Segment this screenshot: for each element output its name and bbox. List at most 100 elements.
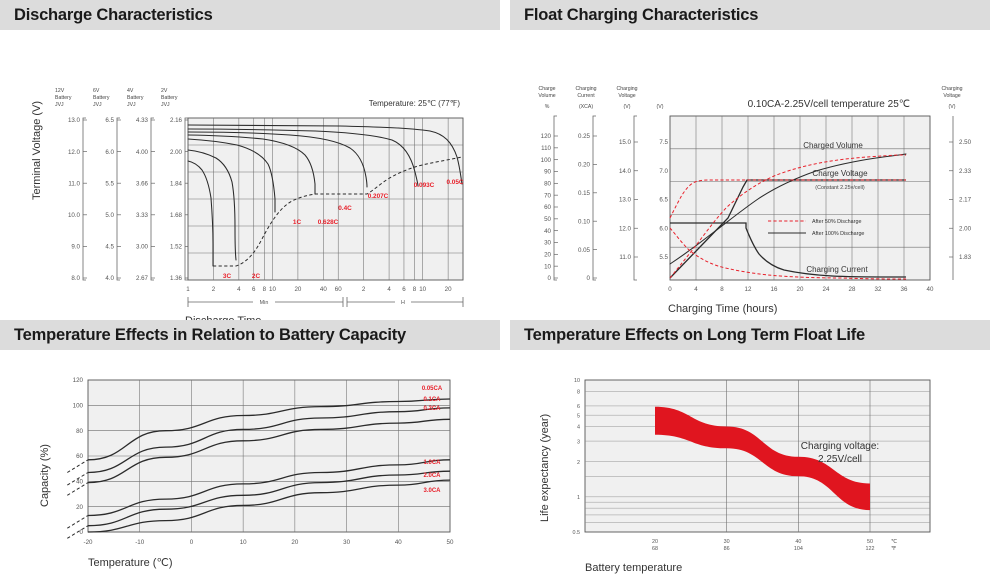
x-tick-label-c-1: 30 <box>724 539 730 545</box>
temperature-annotation: Temperature: 25℃ (77℉) <box>369 99 461 108</box>
x-tick-label-9: 36 <box>901 286 908 293</box>
y-axis-0-header-line-0: Charge <box>538 86 555 92</box>
x-tick-label-c-0: 20 <box>652 539 658 545</box>
y-tick-label-0-3: 90 <box>544 169 551 176</box>
x-axis-title: Battery temperature <box>585 562 682 574</box>
y-tick-label-0: 120 <box>73 377 84 384</box>
capacity-curve-leadin-0.2CA <box>67 482 89 496</box>
panel-title: Temperature Effects in Relation to Batte… <box>14 325 407 344</box>
x-tick-label-11: 6 <box>402 286 406 293</box>
float-plot-labels: Charged Volume Charge Voltage (Constant … <box>803 141 868 274</box>
x-tick-label-3: 12 <box>745 286 752 293</box>
y-axis-0-header-line-1: Volume <box>538 93 555 99</box>
y-tick-label-6: 2 <box>577 460 580 466</box>
y-axis-0-header-line-2: JVJ <box>55 102 64 108</box>
y-axis-0-unit: % <box>545 104 550 110</box>
float-curves-red <box>669 154 906 280</box>
right-tick-label-3: 2.00 <box>959 225 972 232</box>
plot-gridlines <box>670 116 930 280</box>
discharge-curve-labels: 3C 2C 1C 0.628C 0.4C 0.207C 0.093C 0.05C <box>223 179 464 280</box>
x-tick-label-6: 40 <box>395 539 402 546</box>
panel-title: Float Charging Characteristics <box>524 5 759 24</box>
y-axis-2-header-line-0: Charging <box>616 86 637 92</box>
y-tick-label-3-2: 1.84 <box>170 180 183 187</box>
x-tick-label-8: 60 <box>335 286 342 293</box>
x-tick-label-10: 40 <box>927 286 934 293</box>
label-charging-current: Charging Current <box>806 265 868 274</box>
curve-label-04c: 0.4C <box>338 205 352 212</box>
y-tick-label-0-9: 30 <box>544 240 551 247</box>
float-annotation: 0.10CA-2.25V/cell temperature 25℃ <box>748 99 910 110</box>
y-tick-label-6: 0 <box>80 529 84 536</box>
y-axis-2-header-line-1: Voltage <box>618 93 635 99</box>
legend-label-100-discharge: After 100% Discharge <box>812 231 864 237</box>
y-axis-2-header-line-0: 4V <box>127 88 134 94</box>
y-tick-label-0-11: 10 <box>544 263 551 270</box>
y-tick-label-5: 3 <box>577 439 580 445</box>
curve-label-005c: 0.05C <box>446 179 463 186</box>
right-axis-header-line-1: Voltage <box>943 93 960 99</box>
section-header-life: Temperature Effects on Long Term Float L… <box>510 320 990 350</box>
chart-float-charging: Charge Volume % Charging Current (XCA) C… <box>510 32 1000 315</box>
y-tick-label-1-3: 5.0 <box>105 212 114 219</box>
y-tick-label-3-3: 1.68 <box>170 212 183 219</box>
x-tick-label-0: -20 <box>84 539 94 546</box>
capacity-curve-leadin-2.0CA <box>67 525 89 539</box>
x-tick-label-f-0: 68 <box>652 546 658 552</box>
y-tick-label-1: 8 <box>577 390 580 396</box>
y-tick-label-3-0: 7.5 <box>659 139 668 146</box>
x-tick-label-1: 4 <box>694 286 698 293</box>
x-range-label-hour: H <box>401 300 405 306</box>
capacity-curve-leadin-1.0CA <box>67 515 89 529</box>
x-tick-label-1: 2 <box>212 286 216 293</box>
plot-gridlines <box>188 118 463 280</box>
x-tick-label-13: 10 <box>419 286 426 293</box>
x-tick-label-7: 28 <box>849 286 856 293</box>
y-axis-headers: Charge Volume % Charging Current (XCA) C… <box>538 86 962 110</box>
y-axis-1-header-line-0: Charging <box>575 86 596 92</box>
right-tick-label-2: 2.17 <box>959 197 972 204</box>
y-axis-headers: 12V Battery JVJ 6V Battery JVJ 4V Batter… <box>55 88 178 108</box>
discharge-envelope <box>213 156 463 267</box>
curve-label-1c: 1C <box>293 219 302 226</box>
label-charge-voltage-note: (Constant 2.25v/cell) <box>815 185 865 191</box>
y-tick-label-8: 0.5 <box>573 530 581 536</box>
y-tick-label-4: 4 <box>577 425 580 431</box>
capacity-curve-label-3.0CA: 3.0CA <box>423 488 441 494</box>
x-tick-label-0: 1 <box>186 286 190 293</box>
y-tick-label-0-1: 110 <box>541 145 551 152</box>
x-tick-label-14: 20 <box>445 286 452 293</box>
capacity-curve-label-2.0CA: 2.0CA <box>423 473 441 479</box>
x-tick-label-f-1: 86 <box>724 546 730 552</box>
section-header-float: Float Charging Characteristics <box>510 0 990 30</box>
y-tick-label-2: 80 <box>76 428 83 435</box>
y-tick-label-3-4: 5.5 <box>659 254 668 261</box>
y-tick-label-2-4: 3.00 <box>136 244 149 251</box>
y-tick-label-3-3: 6.0 <box>659 225 668 232</box>
x-tick-label-9: 2 <box>362 286 366 293</box>
y-tick-label-1-4: 4.5 <box>105 244 114 251</box>
y-tick-label-0-4: 80 <box>544 181 551 188</box>
x-tick-label-3: 6 <box>252 286 256 293</box>
y-tick-label-1-5: 4.0 <box>105 275 114 282</box>
y-axis-0-header-line-0: 12V <box>55 88 65 94</box>
x-tick-label-5: 30 <box>343 539 350 546</box>
annotation-line-0: Charging voltage: <box>801 441 879 452</box>
y-axis-1-unit: (XCA) <box>579 104 593 110</box>
capacity-curve-label-0.1CA: 0.1CA <box>423 397 441 403</box>
y-axis-title: Life expectancy (year) <box>539 414 551 522</box>
y-tick-label-3-2: 6.5 <box>659 197 668 204</box>
y-tick-label-2-4: 11.0 <box>619 254 631 261</box>
x-tick-label-4: 8 <box>263 286 267 293</box>
panel-float-life: Temperature Effects on Long Term Float L… <box>510 320 1000 582</box>
y-tick-label-0-12: 0 <box>548 275 552 282</box>
y-tick-label-1-2: 0.15 <box>578 190 591 197</box>
legend-label-50-discharge: After 50% Discharge <box>812 219 861 225</box>
y-tick-label-3-1: 2.00 <box>170 149 183 156</box>
capacity-curve-labels: 0.05CA 0.1CA 0.2CA 1.0CA 2.0CA 3.0CA <box>422 386 443 494</box>
y-axis-2-header-line-1: Battery <box>127 95 144 101</box>
y-tick-label-0-4: 9.0 <box>71 244 80 251</box>
y-tick-label-3: 60 <box>76 453 83 460</box>
x-tick-label-f-3: 122 <box>866 546 875 552</box>
